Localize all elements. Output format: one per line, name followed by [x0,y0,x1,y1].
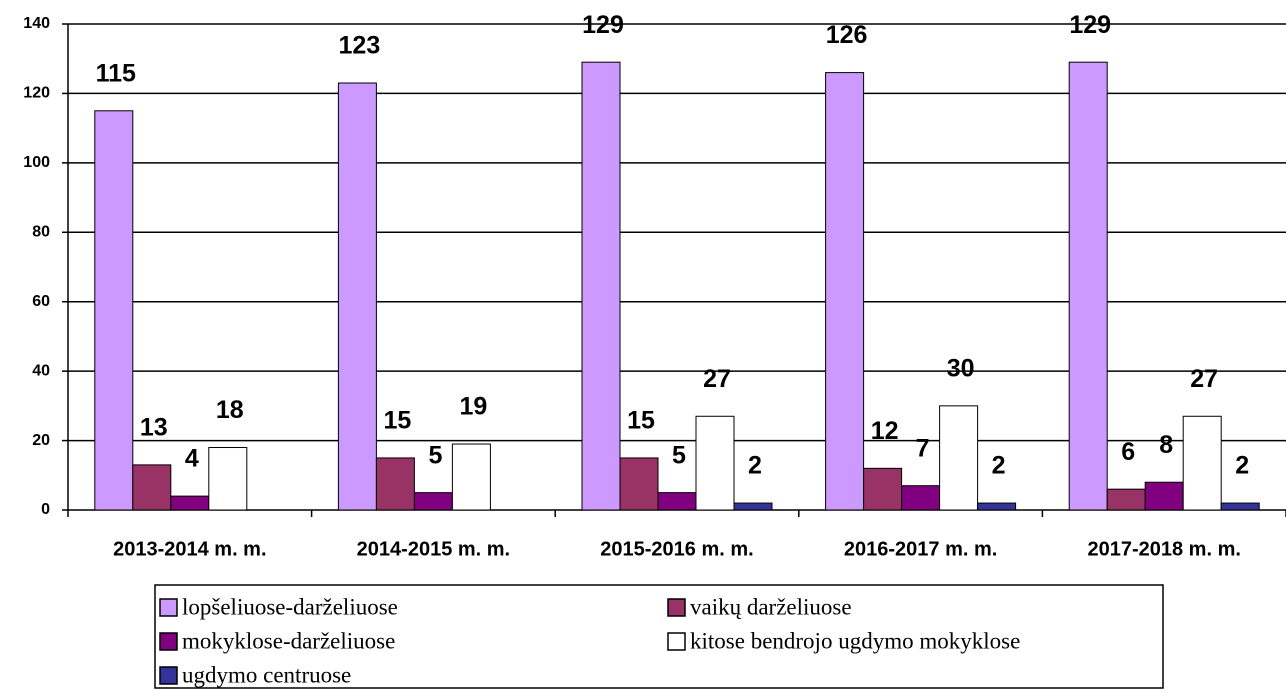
data-label: 7 [916,434,930,462]
data-label: 13 [140,413,168,441]
data-label: 4 [185,445,199,473]
legend-swatch [667,598,686,617]
y-tick-label: 40 [32,362,50,379]
y-tick-label: 0 [41,501,50,518]
legend-label: vaikų darželiuose [690,594,852,619]
bar [939,405,979,511]
data-label: 5 [428,441,442,469]
bar [1106,488,1146,511]
legend-label: kitose bendrojo ugdymo mokyklose [690,628,1020,653]
data-label: 27 [703,365,731,393]
data-label: 2 [992,452,1006,480]
bar [977,502,1017,511]
legend-label: mokyklose-darželiuose [182,628,395,653]
bar [208,447,248,511]
data-label: 30 [947,354,975,382]
bar [863,467,903,511]
bar [337,82,377,511]
y-tick-label: 80 [32,224,50,241]
legend-swatch [159,598,178,617]
bar [1182,415,1222,511]
bar [375,457,415,511]
x-tick-label: 2016-2017 m. m. [844,538,997,560]
bar [170,495,210,511]
data-label: 5 [672,441,686,469]
bar [581,61,621,511]
data-label: 126 [826,21,868,49]
data-label: 15 [383,407,411,435]
bar [901,485,941,511]
data-label: 2 [1235,452,1249,480]
legend-box [154,584,1164,689]
x-tick-label: 2014-2015 m. m. [357,538,510,560]
y-tick-label: 20 [32,432,50,449]
bar [619,457,659,511]
data-label: 129 [1069,11,1111,39]
legend-swatch [159,666,178,685]
y-tick-label: 120 [23,85,50,102]
data-label: 2 [748,452,762,480]
bar [695,415,735,511]
bar [451,443,491,511]
bar [657,492,697,511]
legend-label: lopšeliuose-darželiuose [182,594,398,619]
bar [94,110,134,511]
x-tick-label: 2017-2018 m. m. [1087,538,1240,560]
data-label: 27 [1190,365,1218,393]
data-label: 18 [216,396,244,424]
y-tick-label: 60 [32,293,50,310]
y-tick-label: 140 [23,15,50,32]
bar [1068,61,1108,511]
y-tick-label: 100 [23,154,50,171]
bar [825,72,865,511]
bar [733,502,773,511]
data-label: 19 [459,393,487,421]
data-label: 123 [339,32,381,60]
data-label: 129 [582,11,624,39]
data-label: 6 [1121,438,1135,466]
data-label: 115 [96,59,136,87]
bar [1144,481,1184,511]
legend-label: ugdymo centruose [182,662,351,687]
bar [132,464,172,511]
data-label: 15 [627,407,655,435]
x-tick-label: 2015-2016 m. m. [600,538,753,560]
data-label: 12 [871,417,899,445]
x-tick-label: 2013-2014 m. m. [113,538,266,560]
bar [1220,502,1260,511]
legend-swatch [159,632,178,651]
bar [413,492,453,511]
legend-swatch [667,632,686,651]
data-label: 8 [1159,431,1173,459]
